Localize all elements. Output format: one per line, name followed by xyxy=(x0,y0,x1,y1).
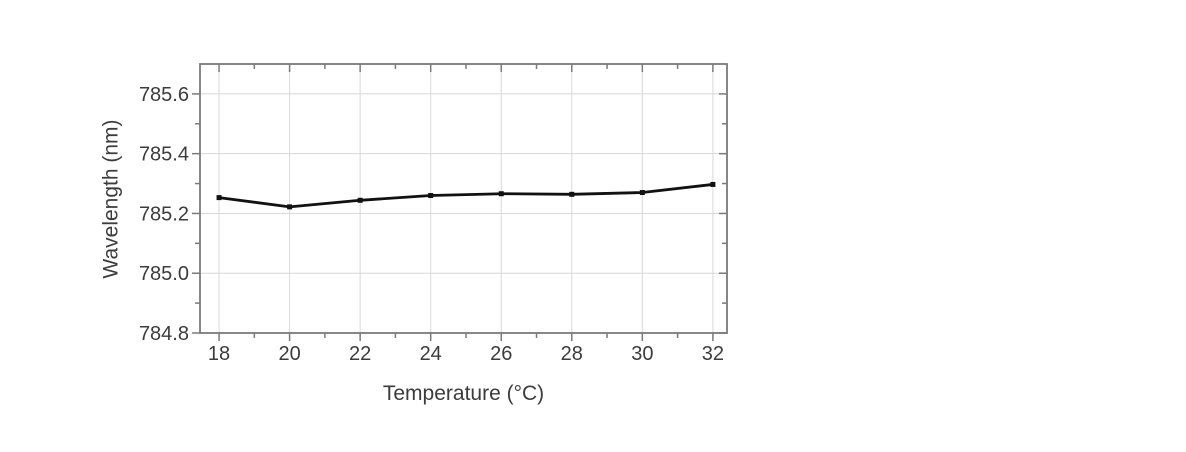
x-tick-label: 26 xyxy=(490,343,512,365)
data-point-marker xyxy=(216,195,222,201)
data-point-marker xyxy=(287,204,293,210)
plot-frame xyxy=(199,63,728,334)
data-point-marker xyxy=(498,191,504,197)
x-axis-title: Temperature (°C) xyxy=(382,382,545,405)
x-tick-label: 22 xyxy=(349,343,371,365)
y-tick-label: 785.6 xyxy=(139,84,189,106)
y-axis-title: Wavelength (nm) xyxy=(99,119,123,279)
y-tick-label: 785.4 xyxy=(139,144,189,166)
x-tick-label: 32 xyxy=(702,343,724,365)
data-line xyxy=(217,183,715,209)
data-point-marker xyxy=(710,181,716,187)
y-tick-label: 784.8 xyxy=(139,323,189,345)
data-point-marker xyxy=(428,193,434,199)
data-point-marker xyxy=(357,197,363,203)
x-tick-label: 24 xyxy=(420,343,442,365)
x-tick-label: 18 xyxy=(208,343,230,365)
x-tick-label: 20 xyxy=(278,343,300,365)
x-tick-label: 30 xyxy=(631,343,653,365)
y-tick-label: 785.0 xyxy=(139,263,189,285)
data-point-marker xyxy=(569,191,575,197)
data-point-marker xyxy=(639,190,645,196)
y-tick-label: 785.2 xyxy=(139,203,189,225)
x-tick-label: 28 xyxy=(561,343,583,365)
